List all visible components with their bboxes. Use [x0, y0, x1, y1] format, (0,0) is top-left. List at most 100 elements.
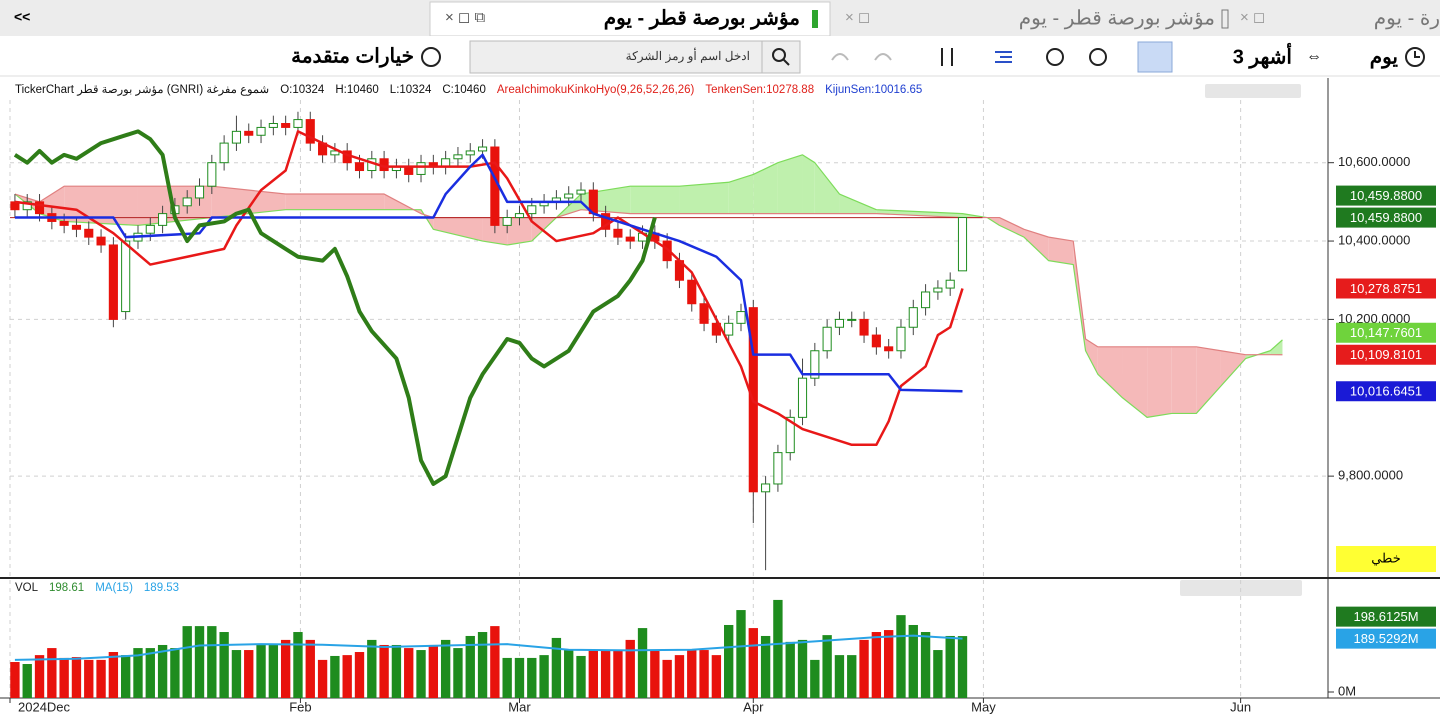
range-button[interactable]: 3 أشهر	[1233, 42, 1292, 69]
cloud-segment	[1097, 346, 1123, 398]
undo-icon[interactable]	[831, 53, 849, 61]
cloud-segment	[814, 162, 840, 214]
candle-body	[34, 201, 45, 215]
cloud-segment	[1024, 229, 1049, 261]
cloud-segment	[1196, 346, 1221, 414]
volume-bar	[244, 650, 254, 698]
legend-item: O:10324	[280, 84, 325, 96]
volume-bar	[933, 650, 943, 698]
legend-item: KijunSen:10016.65	[825, 84, 922, 96]
candle-body	[514, 213, 525, 219]
scale-mode-label[interactable]: خطي	[1371, 550, 1401, 565]
cloud-segment	[433, 217, 483, 242]
x-tick-label: May	[971, 699, 996, 714]
candle-body	[527, 205, 537, 215]
volume-bar	[256, 644, 266, 698]
volume-bar	[502, 657, 512, 698]
legend-item: TenkenSen:10278.88	[705, 84, 814, 96]
volume-bar	[859, 639, 869, 698]
draw-tool[interactable]	[1137, 41, 1173, 73]
candle-body	[502, 217, 512, 226]
price-tag-label: 10,147.7601	[1350, 325, 1422, 340]
candle-body	[724, 322, 734, 336]
volume-bar	[736, 610, 746, 698]
volume-bar	[416, 650, 426, 698]
volume-bar	[354, 652, 365, 698]
active-tab[interactable]	[429, 1, 831, 37]
x-tick-label: Apr	[743, 699, 764, 714]
tab-title[interactable]: مؤشر بورصة قطر - يوم	[604, 7, 800, 30]
tool-icon[interactable]	[941, 48, 953, 66]
candle-body	[194, 185, 205, 199]
candle-body	[761, 483, 771, 493]
y-tick-label: 10,600.0000	[1338, 154, 1410, 169]
volume-bar	[391, 644, 402, 698]
volume-bar	[748, 628, 758, 698]
candle-body	[564, 193, 574, 199]
collapse-button[interactable]: <<	[14, 9, 30, 25]
volume-bar	[674, 655, 685, 698]
candle-body	[145, 224, 155, 234]
price-tag-label: 198.6125M	[1353, 609, 1418, 624]
legend-item: MA(15)	[95, 582, 133, 594]
volume-bar	[47, 648, 57, 698]
cloud-segment	[876, 209, 963, 218]
tab-close[interactable]: × ◻ ⧉	[445, 9, 486, 26]
candle-body	[785, 416, 795, 454]
cloud-segment	[802, 154, 815, 214]
candle-body	[182, 197, 192, 207]
clock-icon[interactable]	[1405, 47, 1425, 67]
volume-bar	[822, 635, 832, 698]
redo-icon[interactable]	[874, 53, 892, 61]
candle-body	[945, 279, 955, 289]
volume-bar	[625, 639, 635, 698]
candle-body	[884, 346, 894, 352]
cloud-segment	[630, 186, 680, 214]
tool-icon[interactable]	[995, 51, 1012, 63]
range-icon[interactable]: ⇔	[1306, 48, 1322, 65]
tool-icon[interactable]	[1046, 48, 1064, 66]
volume-bar	[342, 655, 352, 698]
tool-icon[interactable]	[1089, 48, 1107, 66]
volume-bar	[551, 637, 562, 698]
price-tag	[1336, 606, 1436, 627]
candle-body	[908, 307, 918, 328]
period-button[interactable]: يوم	[1370, 46, 1399, 69]
volume-bar	[133, 648, 143, 698]
search-placeholder[interactable]: ادخل اسم أو رمز الشركة	[626, 48, 750, 63]
volume-bar	[71, 657, 82, 698]
tab-close[interactable]: × ◻	[845, 9, 870, 26]
tab-close[interactable]: × ◻	[1240, 9, 1265, 26]
price-tag-label: 189.5292M	[1353, 631, 1418, 646]
volume-bar	[797, 639, 808, 698]
advanced-options[interactable]: خيارات متقدمة	[291, 45, 414, 68]
search-icon[interactable]	[772, 48, 786, 62]
candle-body	[293, 119, 303, 128]
scale-mode[interactable]	[1336, 546, 1436, 572]
cloud-segment	[1171, 346, 1197, 414]
tab-title[interactable]: مؤشر بورصة قطر - يوم	[1019, 7, 1215, 29]
price-tag-label: 10,278.8751	[1350, 281, 1422, 296]
volume-bar	[760, 635, 771, 698]
volume-bar	[600, 650, 611, 698]
cloud-segment	[507, 217, 532, 245]
candle-body	[354, 162, 365, 172]
price-tag	[1336, 628, 1436, 649]
y-tick-label: 10,400.0000	[1338, 232, 1410, 247]
cloud-segment	[1122, 346, 1148, 418]
tab-title[interactable]: رة - يوم	[1374, 7, 1440, 29]
panel-buttons[interactable]	[1205, 84, 1301, 98]
search-box[interactable]	[469, 40, 801, 74]
ma-line	[14, 634, 963, 661]
candle-body	[871, 334, 881, 348]
candle-body	[465, 150, 475, 156]
candle-body	[453, 154, 463, 160]
volume-bar	[34, 655, 45, 698]
cloud-segment	[211, 186, 286, 218]
volume-bar	[662, 659, 672, 698]
candle-body	[957, 217, 968, 272]
volume-bar	[170, 648, 180, 698]
volume-bar	[711, 655, 722, 698]
candle-body	[687, 279, 697, 305]
settings-icon[interactable]	[421, 47, 441, 67]
